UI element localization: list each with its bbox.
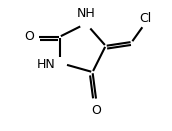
Text: O: O bbox=[92, 104, 101, 117]
Text: Cl: Cl bbox=[139, 12, 152, 26]
Text: O: O bbox=[24, 30, 34, 43]
Text: NH: NH bbox=[77, 7, 95, 20]
Text: HN: HN bbox=[37, 58, 55, 71]
